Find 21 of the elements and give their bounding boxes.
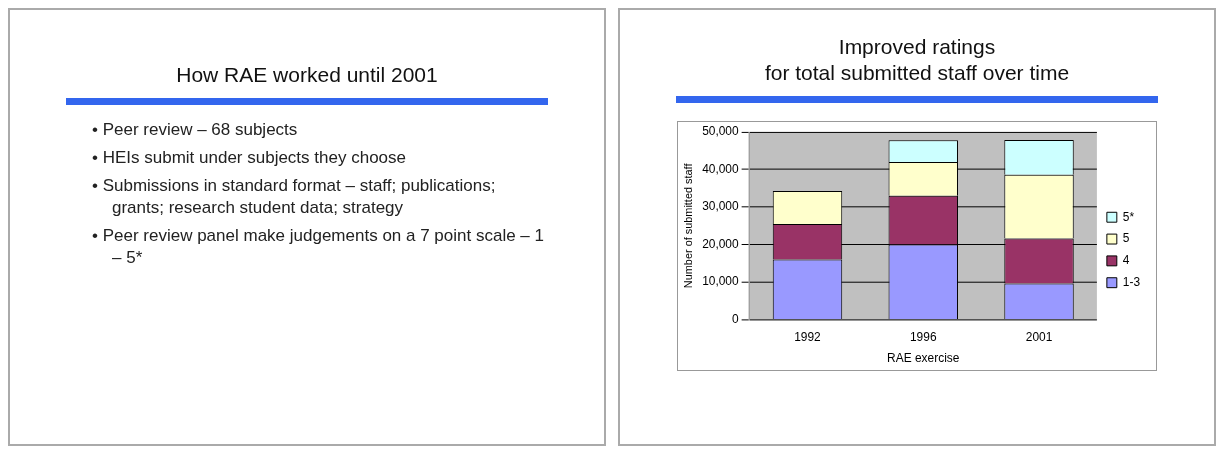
legend-label: 5* — [1122, 209, 1135, 224]
y-tick-label: 40,000 — [702, 161, 740, 176]
x-axis-title: RAE exercise — [887, 351, 960, 366]
y-tick-label: 20,000 — [702, 236, 740, 251]
text: How RAE worked until 2001 — [175, 62, 439, 88]
y-axis-title: Number of submitted staff — [681, 162, 694, 289]
text: • HEIs submit under subjects they choose — [92, 147, 407, 169]
legend-label: 1-3 — [1122, 275, 1141, 289]
y-tick-label: 50,000 — [702, 124, 740, 139]
y-tick-label: 10,000 — [702, 274, 740, 289]
text: • Submissions in standard format – staff; publications; grants; research student data; strategy — [92, 175, 497, 219]
legend-label: 5 — [1122, 231, 1130, 246]
x-tick-label: 1996 — [909, 329, 937, 344]
text: • Peer review panel make judgements on a 7 point scale – 1 – 5* — [92, 225, 545, 269]
y-tick-label: 0 — [732, 311, 740, 326]
text: • Peer review – 68 subjects — [92, 119, 299, 141]
x-tick-label: 1992 — [794, 329, 822, 344]
x-tick-label: 2001 — [1025, 329, 1053, 344]
legend-label: 4 — [1122, 253, 1130, 268]
y-tick-label: 30,000 — [702, 199, 740, 214]
chart-title: Improved ratings for total submitted staff over time — [763, 34, 1071, 86]
